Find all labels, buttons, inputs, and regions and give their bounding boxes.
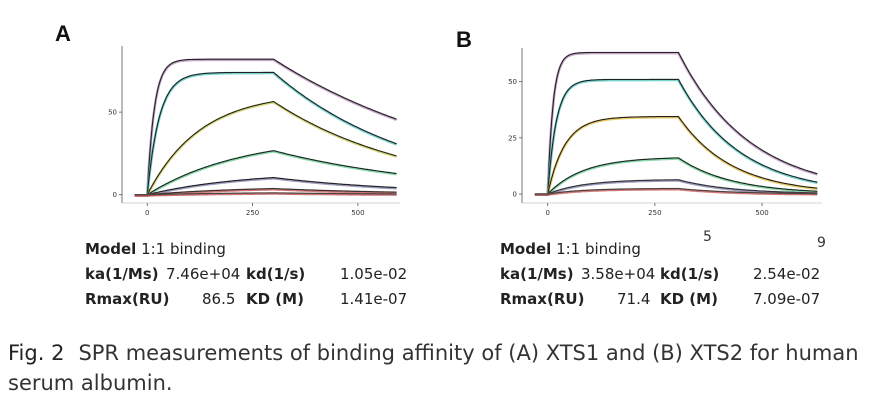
ka-label: ka(1/Ms) (500, 265, 574, 283)
rmax-value: 71.4 (617, 290, 651, 308)
y-tick-label: 0 (113, 191, 117, 199)
stray-mark-5: 5 (703, 229, 712, 245)
panel-a-letter: A (55, 21, 71, 46)
model-label: Model (85, 240, 137, 258)
KD-label: KD (M) (246, 290, 304, 308)
stray-mark-9: 9 (817, 235, 826, 251)
x-tick-label: 250 (648, 209, 661, 217)
y-tick-label: 25 (508, 134, 517, 142)
x-tick-label: 250 (246, 209, 259, 217)
x-tick-label: 0 (545, 209, 549, 217)
fit-curve-2 (134, 71, 397, 196)
data-trace-2 (134, 71, 398, 197)
fit-curve-2 (534, 78, 818, 195)
rmax-label: Rmax(RU) (500, 290, 585, 308)
fit-curve-1 (134, 58, 397, 196)
model-label: Model (500, 240, 552, 258)
fit-curve-3 (134, 101, 397, 196)
x-tick-label: 0 (145, 209, 149, 217)
KD-value: 1.41e-07 (340, 290, 408, 308)
data-trace-5 (134, 176, 397, 197)
KD-label: KD (M) (660, 290, 718, 308)
KD-value: 7.09e-07 (753, 290, 821, 308)
data-trace-3 (534, 115, 818, 196)
ka-label: ka(1/Ms) (85, 265, 159, 283)
fit-curve-5 (534, 179, 818, 195)
y-tick-label: 50 (108, 109, 117, 117)
kd-value: 2.54e-02 (753, 265, 821, 283)
panel-b-letter: B (456, 27, 472, 52)
fit-curve-5 (134, 177, 397, 196)
fit-curve-4 (134, 150, 397, 196)
y-tick-label: 0 (513, 191, 517, 199)
x-tick-label: 500 (755, 209, 768, 217)
data-trace-7 (134, 192, 397, 197)
fit-curve-6 (134, 188, 397, 196)
data-trace-4 (534, 157, 818, 196)
data-trace-6 (134, 187, 397, 197)
fit-curve-3 (534, 116, 818, 195)
fit-curve-6 (534, 187, 818, 195)
y-tick-label: 50 (508, 78, 517, 86)
rmax-label: Rmax(RU) (85, 290, 170, 308)
rmax-value: 86.5 (202, 290, 236, 308)
data-trace-2 (534, 78, 818, 196)
panel-a-fit-table: Model 1:1 binding ka(1/Ms) 7.46e+04 kd(1… (85, 240, 425, 320)
data-trace-5 (534, 179, 818, 196)
panel-b-fit-table: Model 1:1 binding ka(1/Ms) 3.58e+04 kd(1… (500, 240, 840, 320)
fit-curve-4 (534, 157, 818, 195)
kd-value: 1.05e-02 (340, 265, 408, 283)
x-tick-label: 500 (351, 209, 364, 217)
ka-value: 7.46e+04 (166, 265, 241, 283)
caption-label: Fig. 2 (8, 341, 65, 365)
model-value: 1:1 binding (556, 240, 641, 258)
fit-curve-1 (534, 51, 818, 195)
kd-label: kd(1/s) (246, 265, 306, 283)
model-value: 1:1 binding (141, 240, 226, 258)
caption-text: SPR measurements of binding affinity of … (8, 341, 859, 395)
data-trace-6 (534, 187, 818, 196)
ka-value: 3.58e+04 (581, 265, 656, 283)
kd-label: kd(1/s) (660, 265, 720, 283)
fit-curve-7 (134, 192, 397, 196)
figure-caption: Fig. 2 SPR measurements of binding affini… (8, 338, 878, 398)
